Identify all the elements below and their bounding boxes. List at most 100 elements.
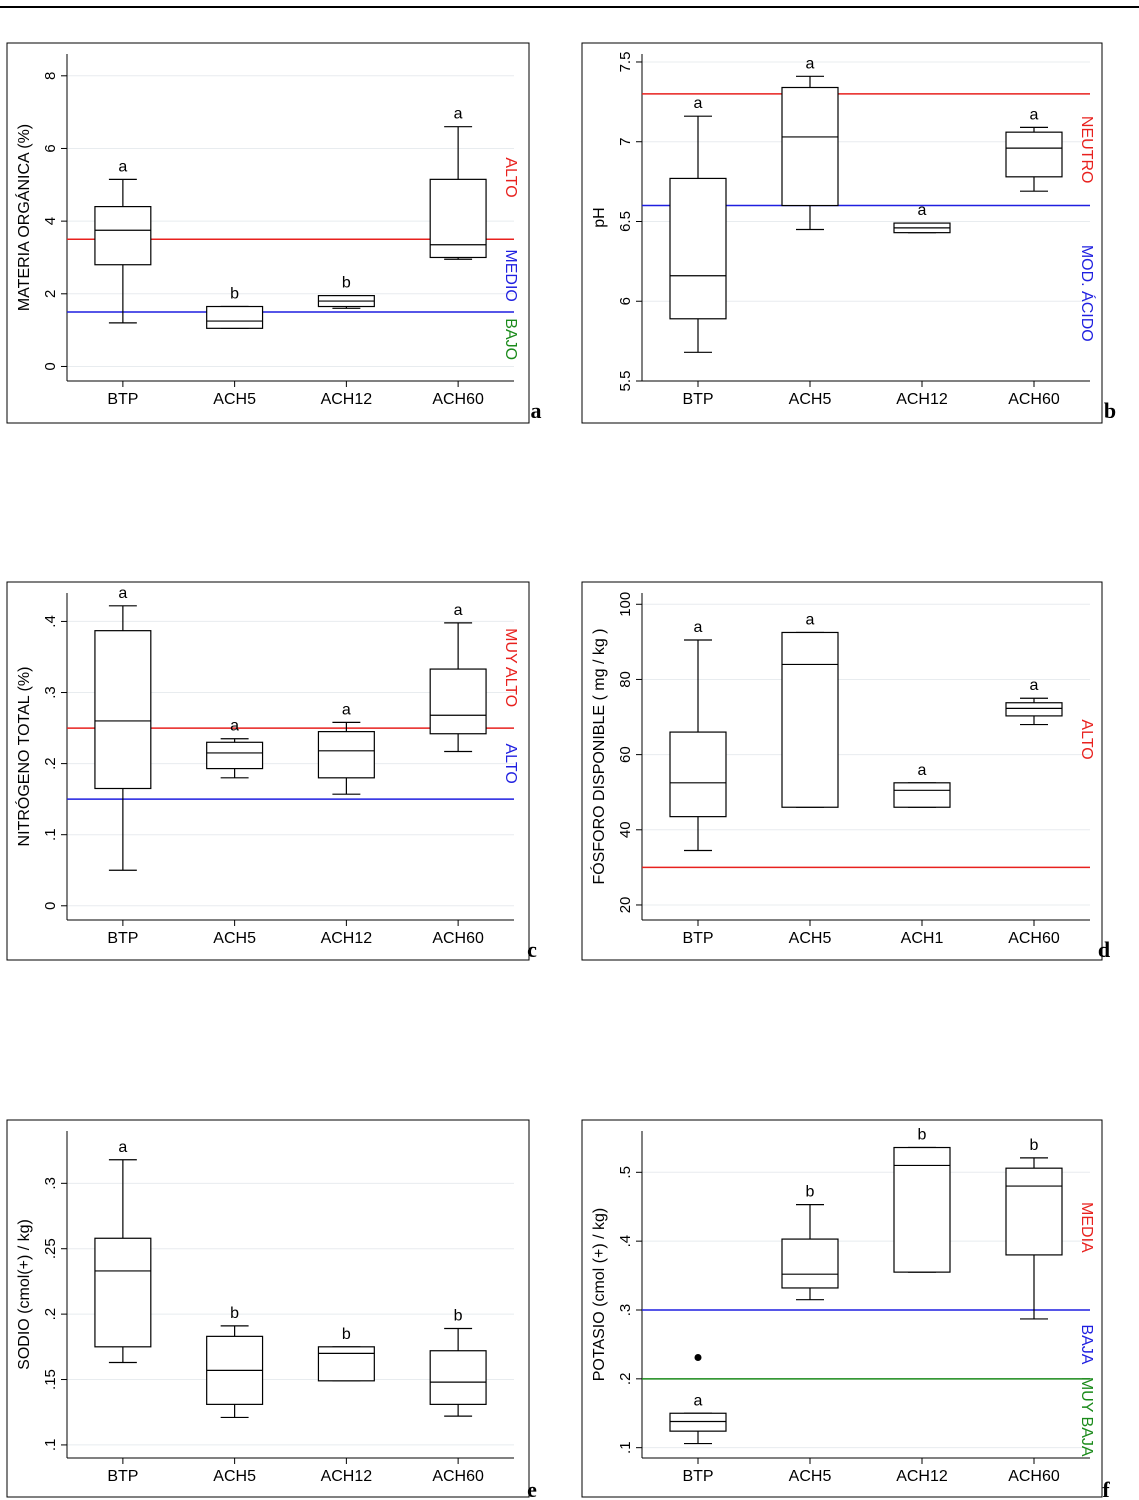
x-tick-label: BTP xyxy=(107,930,138,947)
panel-letter: f xyxy=(1102,1477,1110,1500)
box-ACH5: b xyxy=(781,1184,839,1301)
box-iqr xyxy=(94,630,152,790)
y-tick-label: .3 xyxy=(42,686,59,699)
zone-label: NEUTRO xyxy=(1078,116,1095,184)
box-iqr xyxy=(317,1346,375,1382)
y-tick-label: 5.5 xyxy=(617,371,634,392)
panel-letter: c xyxy=(527,937,537,962)
box-ACH5: b xyxy=(206,1305,264,1419)
panel-frame xyxy=(6,1119,530,1498)
box-iqr xyxy=(1005,702,1063,717)
y-tick-label: 60 xyxy=(617,746,634,763)
zone-label: BAJO xyxy=(502,318,519,360)
y-axis-label: POTASIO (cmol (+) / kg) xyxy=(591,1208,608,1382)
panel-frame xyxy=(6,581,530,961)
box-iqr xyxy=(1005,131,1063,178)
x-tick-label: BTP xyxy=(682,1468,713,1485)
y-axis-label: pH xyxy=(591,207,608,227)
significance-letter: b xyxy=(1030,1137,1039,1154)
panel-letter: b xyxy=(1104,398,1116,423)
significance-letter: a xyxy=(454,602,463,619)
significance-letter: a xyxy=(1030,106,1039,123)
significance-letter: a xyxy=(118,1139,127,1156)
significance-letter: b xyxy=(342,275,351,292)
y-tick-label: .2 xyxy=(42,757,59,770)
y-tick-label: 6 xyxy=(42,144,59,152)
significance-letter: a xyxy=(230,718,239,735)
x-tick-label: ACH12 xyxy=(896,391,948,408)
significance-letter: a xyxy=(918,202,927,219)
box-iqr xyxy=(669,177,727,320)
zone-label: ALTO xyxy=(502,157,519,197)
box-iqr xyxy=(669,1412,727,1432)
chart-panel-b: 5.5 6 6.5 7 7.5 pH NEUTRO MOD. ÁCIDO a a a a BTP ACH5… xyxy=(581,42,1116,424)
y-tick-label: .5 xyxy=(617,1166,634,1179)
significance-letter: b xyxy=(806,1184,815,1201)
box-BTP: a xyxy=(94,158,152,324)
x-tick-label: ACH12 xyxy=(321,391,373,408)
x-tick-label: ACH12 xyxy=(321,930,373,947)
zone-label: MUY BAJA xyxy=(1078,1377,1095,1457)
significance-letter: b xyxy=(230,286,239,303)
box-ACH60: a xyxy=(429,106,487,260)
box-ACH5: a xyxy=(206,718,264,779)
significance-letter: a xyxy=(342,701,351,718)
y-tick-label: .1 xyxy=(42,1439,59,1452)
x-tick-label: BTP xyxy=(682,930,713,947)
chart-panel-f: .1 .2 .3 .4 .5 POTASIO (cmol (+) / kg) MEDIA BA… xyxy=(581,1119,1110,1500)
chart-panel-e: .1 .15 .2 .25 .3 SODIO (cmol(+) / kg) a b b b BTP A… xyxy=(6,1119,537,1500)
box-iqr xyxy=(1005,1167,1063,1256)
y-tick-label: .2 xyxy=(42,1308,59,1321)
box-BTP: a xyxy=(669,1353,727,1445)
significance-letter: a xyxy=(806,611,815,628)
top-rule xyxy=(0,6,1139,8)
zone-label: ALTO xyxy=(1078,719,1095,759)
y-tick-label: .2 xyxy=(617,1373,634,1386)
x-tick-label: ACH60 xyxy=(432,391,484,408)
box-iqr xyxy=(781,86,839,207)
significance-letter: b xyxy=(342,1326,351,1343)
significance-letter: b xyxy=(230,1305,239,1322)
y-tick-label: 0 xyxy=(42,902,59,910)
x-tick-label: ACH5 xyxy=(789,930,832,947)
box-ACH12: b xyxy=(893,1127,951,1273)
panel-letter: e xyxy=(527,1477,537,1500)
y-tick-label: 8 xyxy=(42,72,59,80)
y-tick-label: 7.5 xyxy=(617,52,634,73)
y-tick-label: 100 xyxy=(617,592,634,617)
significance-letter: a xyxy=(118,585,127,602)
y-tick-label: .1 xyxy=(42,828,59,841)
significance-letter: a xyxy=(918,762,927,779)
y-tick-label: 6.5 xyxy=(617,211,634,232)
box-iqr xyxy=(781,1238,839,1289)
y-tick-label: 7 xyxy=(617,138,634,146)
box-iqr xyxy=(94,1237,152,1348)
x-tick-label: BTP xyxy=(107,1468,138,1485)
box-iqr xyxy=(893,782,951,808)
box-ACH1: a xyxy=(893,762,951,808)
panel-letter: a xyxy=(531,398,542,423)
zone-label: MUY ALTO xyxy=(502,628,519,707)
y-tick-label: .3 xyxy=(42,1177,59,1190)
x-tick-label: BTP xyxy=(107,391,138,408)
y-axis-label: NITRÓGENO TOTAL (%) xyxy=(14,667,33,847)
outlier-point xyxy=(694,1353,702,1361)
box-ACH60: b xyxy=(429,1308,487,1417)
y-tick-label: 80 xyxy=(617,671,634,688)
x-tick-label: ACH60 xyxy=(432,930,484,947)
x-tick-label: BTP xyxy=(682,391,713,408)
box-iqr xyxy=(429,178,487,259)
x-tick-label: ACH60 xyxy=(1008,391,1060,408)
x-tick-label: ACH60 xyxy=(1008,930,1060,947)
box-ACH60: a xyxy=(429,602,487,753)
significance-letter: a xyxy=(454,106,463,123)
significance-letter: a xyxy=(694,95,703,112)
box-ACH60: a xyxy=(1005,677,1063,726)
box-ACH5: a xyxy=(781,611,839,808)
y-tick-label: .15 xyxy=(42,1369,59,1390)
box-BTP: a xyxy=(669,95,727,353)
significance-letter: b xyxy=(454,1308,463,1325)
zone-label: MEDIO xyxy=(502,249,519,301)
box-iqr xyxy=(206,305,264,329)
